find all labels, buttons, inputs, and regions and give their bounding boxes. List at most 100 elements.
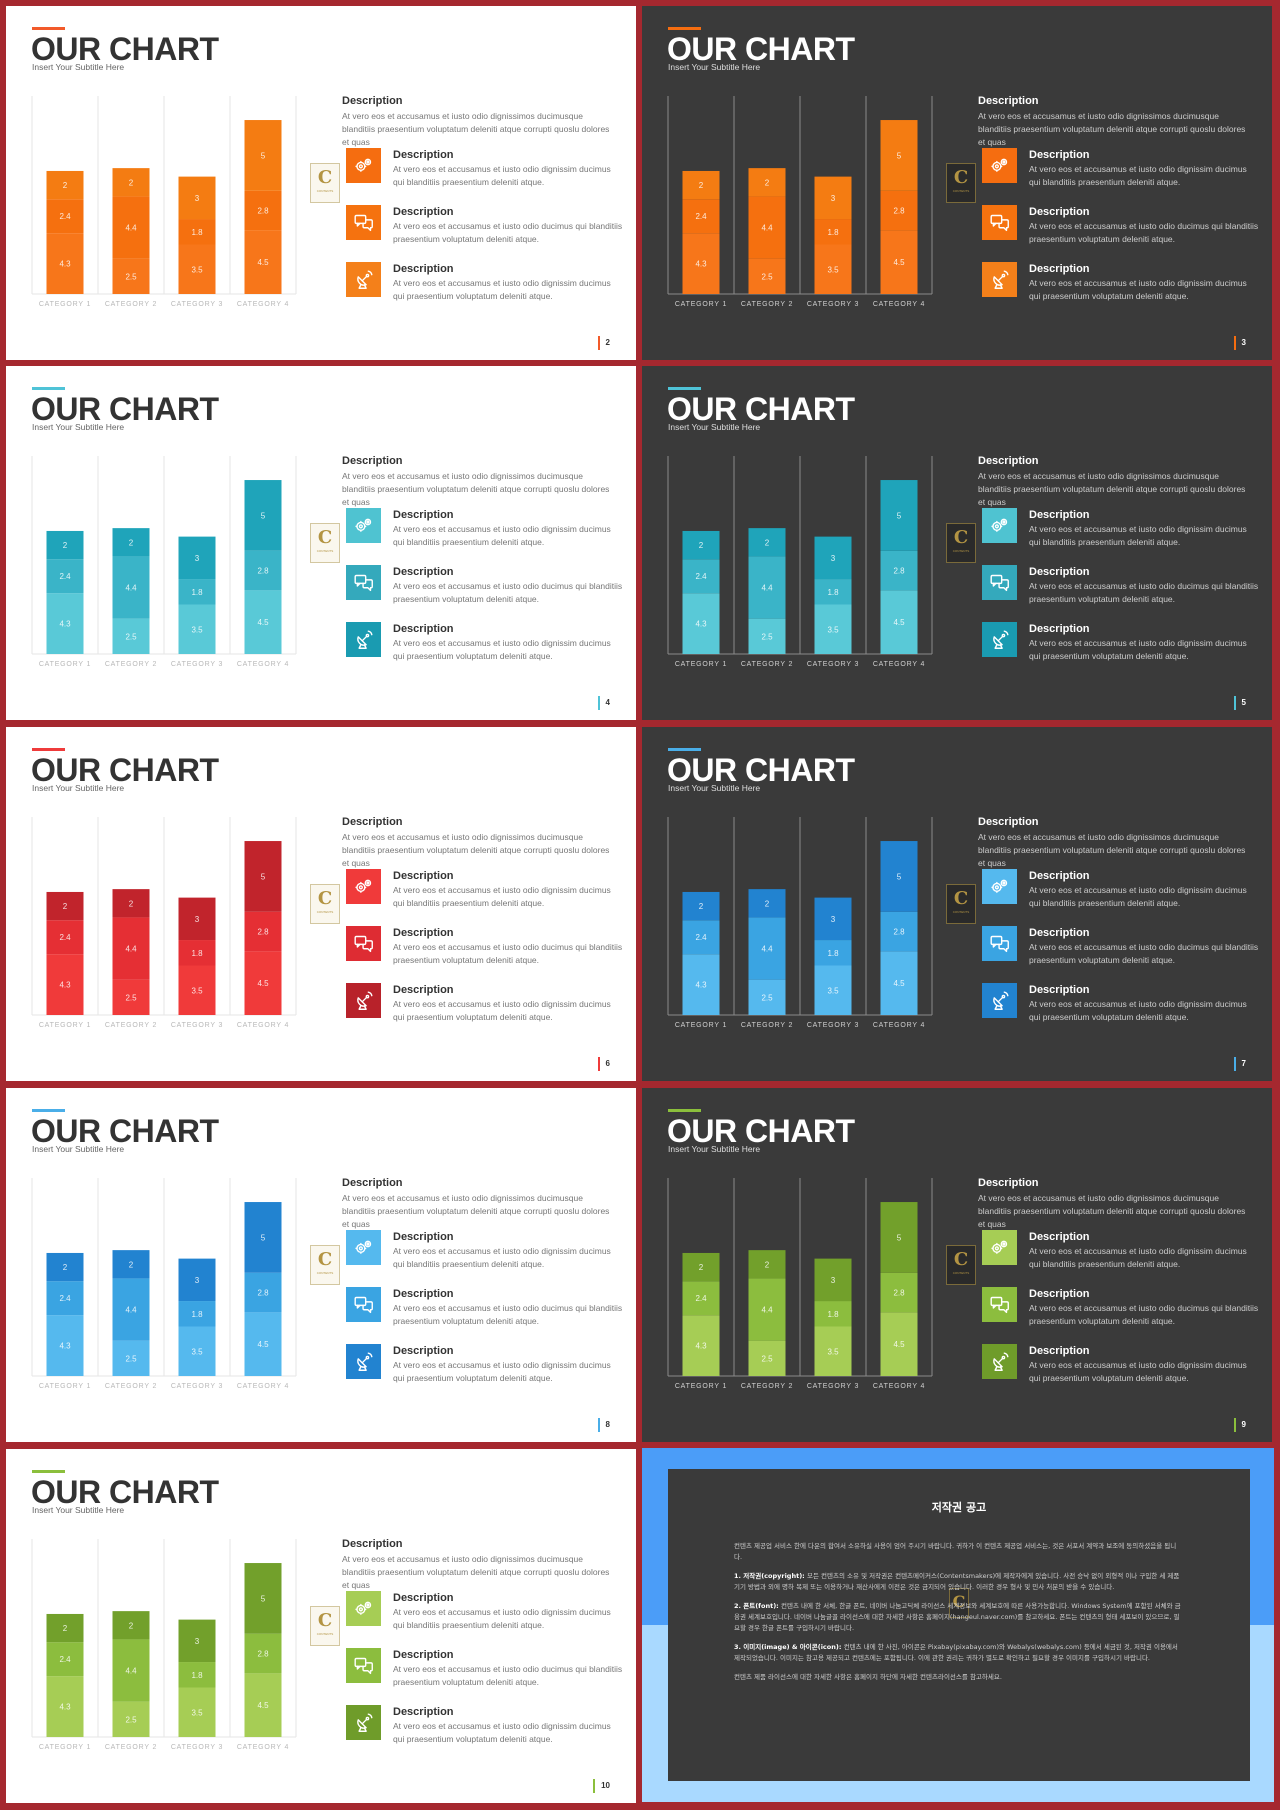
bar-data-label: 3 [831, 554, 836, 563]
bar-segment [244, 1563, 282, 1634]
x-tick-label: CATEGORY 2 [741, 1383, 793, 1390]
bar-segment [748, 1278, 786, 1341]
bar-data-label: 3 [831, 915, 836, 924]
chart-slide-10[interactable]: OUR CHART Insert Your Subtitle Here 4.3 2.4… [6, 1449, 636, 1803]
feature-item-title: Description [393, 1706, 454, 1718]
bar-segment [814, 604, 852, 654]
bar-data-label: 3 [831, 1276, 836, 1285]
bar-segment [112, 1701, 150, 1737]
bar-data-label: 2 [63, 181, 68, 190]
bar-data-label: 4.5 [257, 258, 269, 267]
x-tick-label: CATEGORY 1 [39, 661, 91, 668]
bar-data-label: 5 [261, 872, 266, 881]
bar-segment [112, 556, 150, 619]
bar-data-label: 2 [129, 1621, 134, 1630]
description-body: At vero eos et accusamus et iusto odio d… [342, 1554, 610, 1590]
slide-title: OUR CHART [667, 391, 855, 427]
bar-data-label: 5 [261, 151, 266, 160]
bar-segment [814, 965, 852, 1015]
x-tick-label: CATEGORY 2 [105, 1022, 157, 1029]
bar-data-label: 4.4 [125, 1306, 137, 1315]
bar-data-label: 5 [897, 511, 902, 520]
bar-data-label: 2.8 [257, 928, 269, 937]
bar-data-label: 2.8 [257, 1650, 269, 1659]
slide-title: OUR CHART [31, 391, 219, 427]
bar-data-label: 2.5 [125, 1715, 137, 1724]
bar-segment [814, 536, 852, 580]
feature-item-body: At vero eos et accusamus et iusto odio d… [1029, 999, 1247, 1022]
bar-segment [244, 1312, 282, 1376]
feature-item-title: Description [393, 623, 454, 635]
bar-segment [880, 1202, 918, 1273]
chart-slide-5[interactable]: OUR CHART Insert Your Subtitle Here 4.3 2.4… [642, 366, 1272, 720]
chart-slide-7[interactable]: OUR CHART Insert Your Subtitle Here 4.3 2.4… [642, 727, 1272, 1081]
bar-segment [244, 590, 282, 654]
x-tick-label: CATEGORY 2 [741, 301, 793, 308]
bar-data-label: 2.4 [695, 572, 707, 581]
page-number: 4 [597, 696, 610, 710]
feature-item-title: Description [1029, 623, 1090, 635]
copyright-paragraph: 3. 이미지(image) & 아이콘(icon): 컨텐츠 내에 한 사진, … [734, 1643, 1178, 1662]
bar-data-label: 4.5 [257, 979, 269, 988]
feature-item: Description At vero eos et accusamus et i… [346, 622, 626, 662]
slide-title: OUR CHART [667, 752, 855, 788]
gears-icon [346, 148, 381, 183]
bar-segment [112, 1340, 150, 1376]
bar-segment [178, 1619, 216, 1663]
satellite-dish-icon [982, 622, 1017, 657]
slide-subtitle: Insert Your Subtitle Here [668, 1144, 761, 1154]
gears-icon [982, 1230, 1017, 1265]
feature-item-title: Description [393, 149, 454, 161]
bar-data-label: 2.5 [761, 1354, 773, 1363]
bar-data-label: 3.5 [191, 986, 203, 995]
bar-segment [178, 1687, 216, 1737]
stacked-bar-chart: 4.3 2.4 2 CATEGORY 1 2.5 4.4 2 CATEGORY 2 3.5 1.8… [31, 817, 297, 1029]
x-tick-label: CATEGORY 4 [873, 1022, 925, 1029]
description-heading: Description [342, 1538, 403, 1550]
chart-slide-8[interactable]: OUR CHART Insert Your Subtitle Here 4.3 2.4… [6, 1088, 636, 1442]
feature-item-body: At vero eos et accusamus et iusto odio d… [393, 164, 611, 187]
description-heading: Description [978, 95, 1039, 107]
bar-segment [244, 951, 282, 1015]
bar-data-label: 2.4 [59, 1294, 71, 1303]
feature-item-body: At vero eos et accusamus et iusto odio d… [1029, 1360, 1247, 1383]
feature-item-title: Description [393, 1649, 454, 1661]
chart-slide-2[interactable]: OUR CHART Insert Your Subtitle Here 4.3 2.4… [6, 6, 636, 360]
bar-data-label: 2 [63, 1624, 68, 1633]
slide-subtitle: Insert Your Subtitle Here [668, 62, 761, 72]
stacked-bar-chart: 4.3 2.4 2 CATEGORY 1 2.5 4.4 2 CATEGORY 2 3.5 1.8… [31, 96, 297, 308]
bar-segment [244, 841, 282, 912]
bar-segment [46, 233, 84, 294]
page-number: 7 [1233, 1057, 1246, 1071]
feature-item: Description At vero eos et accusamus et i… [346, 508, 626, 548]
stacked-bar-chart: 4.3 2.4 2 CATEGORY 1 2.5 4.4 2 CATEGORY 2 3.5 1.8… [667, 96, 933, 308]
chart-slide-9[interactable]: OUR CHART Insert Your Subtitle Here 4.3 2.4… [642, 1088, 1272, 1442]
feature-item-title: Description [393, 566, 454, 578]
chart-slide-4[interactable]: OUR CHART Insert Your Subtitle Here 4.3 2.4… [6, 366, 636, 720]
bar-data-label: 4.5 [893, 258, 905, 267]
bar-segment [112, 1250, 150, 1279]
bar-segment [244, 190, 282, 231]
bar-data-label: 1.8 [191, 228, 203, 237]
feature-item-title: Description [393, 509, 454, 521]
x-tick-label: CATEGORY 3 [171, 1383, 223, 1390]
bar-segment [244, 1202, 282, 1273]
chart-slide-6[interactable]: OUR CHART Insert Your Subtitle Here 4.3 2.4… [6, 727, 636, 1081]
description-heading: Description [978, 816, 1039, 828]
bar-segment [682, 954, 720, 1015]
feature-item-body: At vero eos et accusamus et iusto odio d… [393, 1721, 611, 1744]
feature-item: Description At vero eos et accusamus et i… [346, 148, 626, 188]
chart-slide-3[interactable]: OUR CHART Insert Your Subtitle Here 4.3 2.4… [642, 6, 1272, 360]
bar-data-label: 3.5 [191, 265, 203, 274]
description-body: At vero eos et accusamus et iusto odio d… [342, 832, 610, 868]
x-tick-label: CATEGORY 1 [675, 1383, 727, 1390]
bar-segment [682, 1252, 720, 1282]
stacked-bar-chart: 4.3 2.4 2 CATEGORY 1 2.5 4.4 2 CATEGORY 2 3.5 1.8… [667, 1178, 933, 1390]
copyright-notice-slide[interactable]: 저작권 공고 C 컨텐츠 제공업 서비스 한에 다운의 합여서 소유하실 사용이… [642, 1448, 1274, 1802]
bar-data-label: 3.5 [827, 265, 839, 274]
bar-segment [880, 480, 918, 551]
bar-segment [178, 244, 216, 294]
feature-item-title: Description [1029, 927, 1090, 939]
bar-data-label: 4.5 [893, 1340, 905, 1349]
